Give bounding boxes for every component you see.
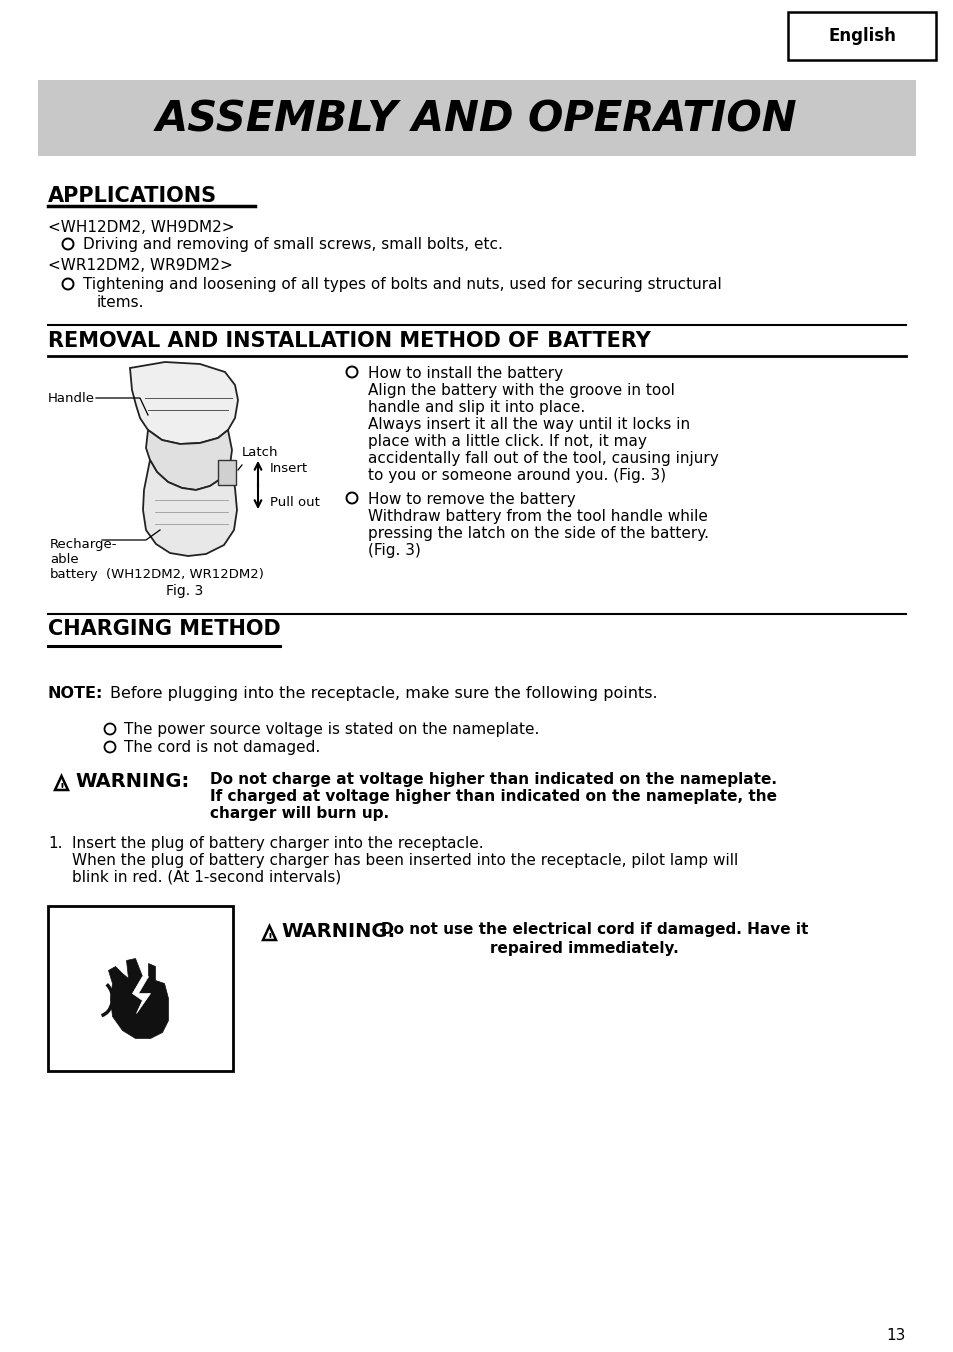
Text: How to install the battery: How to install the battery (368, 366, 562, 381)
Text: Insert the plug of battery charger into the receptacle.: Insert the plug of battery charger into … (71, 836, 483, 850)
Text: When the plug of battery charger has been inserted into the receptacle, pilot la: When the plug of battery charger has bee… (71, 853, 738, 868)
Text: place with a little click. If not, it may: place with a little click. If not, it ma… (368, 434, 646, 449)
Text: Do not use the electrical cord if damaged. Have it: Do not use the electrical cord if damage… (380, 922, 807, 937)
Text: !: ! (59, 783, 64, 794)
Text: Before plugging into the receptacle, make sure the following points.: Before plugging into the receptacle, mak… (110, 685, 657, 700)
Text: repaired immediately.: repaired immediately. (490, 941, 679, 956)
Text: Insert: Insert (270, 461, 308, 475)
Text: The cord is not damaged.: The cord is not damaged. (124, 740, 320, 754)
Text: Do not charge at voltage higher than indicated on the nameplate.: Do not charge at voltage higher than ind… (210, 772, 776, 787)
Text: WARNING:: WARNING: (75, 772, 189, 791)
Polygon shape (109, 959, 169, 1038)
Bar (787, 12, 935, 59)
Text: How to remove the battery: How to remove the battery (368, 492, 575, 507)
Polygon shape (132, 976, 151, 1014)
Text: Align the battery with the groove in tool: Align the battery with the groove in too… (368, 383, 674, 397)
Text: 13: 13 (885, 1328, 905, 1343)
Text: to you or someone around you. (Fig. 3): to you or someone around you. (Fig. 3) (368, 468, 665, 483)
Text: blink in red. (At 1-second intervals): blink in red. (At 1-second intervals) (71, 869, 341, 886)
Text: accidentally fall out of the tool, causing injury: accidentally fall out of the tool, causi… (368, 452, 718, 466)
Text: 1.: 1. (48, 836, 63, 850)
Bar (48, 906, 233, 1071)
Polygon shape (143, 460, 236, 556)
Text: charger will burn up.: charger will burn up. (210, 806, 389, 821)
Text: Handle: Handle (48, 392, 95, 404)
Text: (WH12DM2, WR12DM2): (WH12DM2, WR12DM2) (106, 568, 264, 581)
Text: Fig. 3: Fig. 3 (166, 584, 203, 598)
Text: pressing the latch on the side of the battery.: pressing the latch on the side of the ba… (368, 526, 708, 541)
Text: Withdraw battery from the tool handle while: Withdraw battery from the tool handle wh… (368, 508, 707, 525)
Text: handle and slip it into place.: handle and slip it into place. (368, 400, 584, 415)
Polygon shape (130, 362, 237, 443)
Text: Always insert it all the way until it locks in: Always insert it all the way until it lo… (368, 416, 689, 433)
Text: <WR12DM2, WR9DM2>: <WR12DM2, WR9DM2> (48, 258, 233, 273)
Text: WARNING:: WARNING: (281, 922, 395, 941)
Polygon shape (55, 776, 68, 790)
Text: Recharge-
able
battery: Recharge- able battery (50, 538, 117, 581)
Text: NOTE:: NOTE: (48, 685, 103, 700)
Text: (Fig. 3): (Fig. 3) (368, 544, 420, 558)
Text: REMOVAL AND INSTALLATION METHOD OF BATTERY: REMOVAL AND INSTALLATION METHOD OF BATTE… (48, 331, 650, 352)
Bar (38, 80, 915, 155)
Text: The power source voltage is stated on the nameplate.: The power source voltage is stated on th… (124, 722, 538, 737)
Bar (218, 460, 235, 485)
Text: CHARGING METHOD: CHARGING METHOD (48, 619, 280, 639)
Polygon shape (263, 926, 275, 940)
Text: !: ! (267, 933, 272, 942)
Text: Tightening and loosening of all types of bolts and nuts, used for securing struc: Tightening and loosening of all types of… (83, 277, 721, 292)
Text: English: English (827, 27, 895, 45)
Text: ASSEMBLY AND OPERATION: ASSEMBLY AND OPERATION (156, 99, 797, 141)
Text: Driving and removing of small screws, small bolts, etc.: Driving and removing of small screws, sm… (83, 237, 502, 251)
Text: APPLICATIONS: APPLICATIONS (48, 187, 217, 206)
Text: If charged at voltage higher than indicated on the nameplate, the: If charged at voltage higher than indica… (210, 790, 776, 804)
Text: Pull out: Pull out (270, 495, 319, 508)
Polygon shape (146, 430, 232, 489)
Text: <WH12DM2, WH9DM2>: <WH12DM2, WH9DM2> (48, 220, 234, 235)
Text: items.: items. (97, 295, 144, 310)
Text: Latch: Latch (242, 446, 278, 460)
